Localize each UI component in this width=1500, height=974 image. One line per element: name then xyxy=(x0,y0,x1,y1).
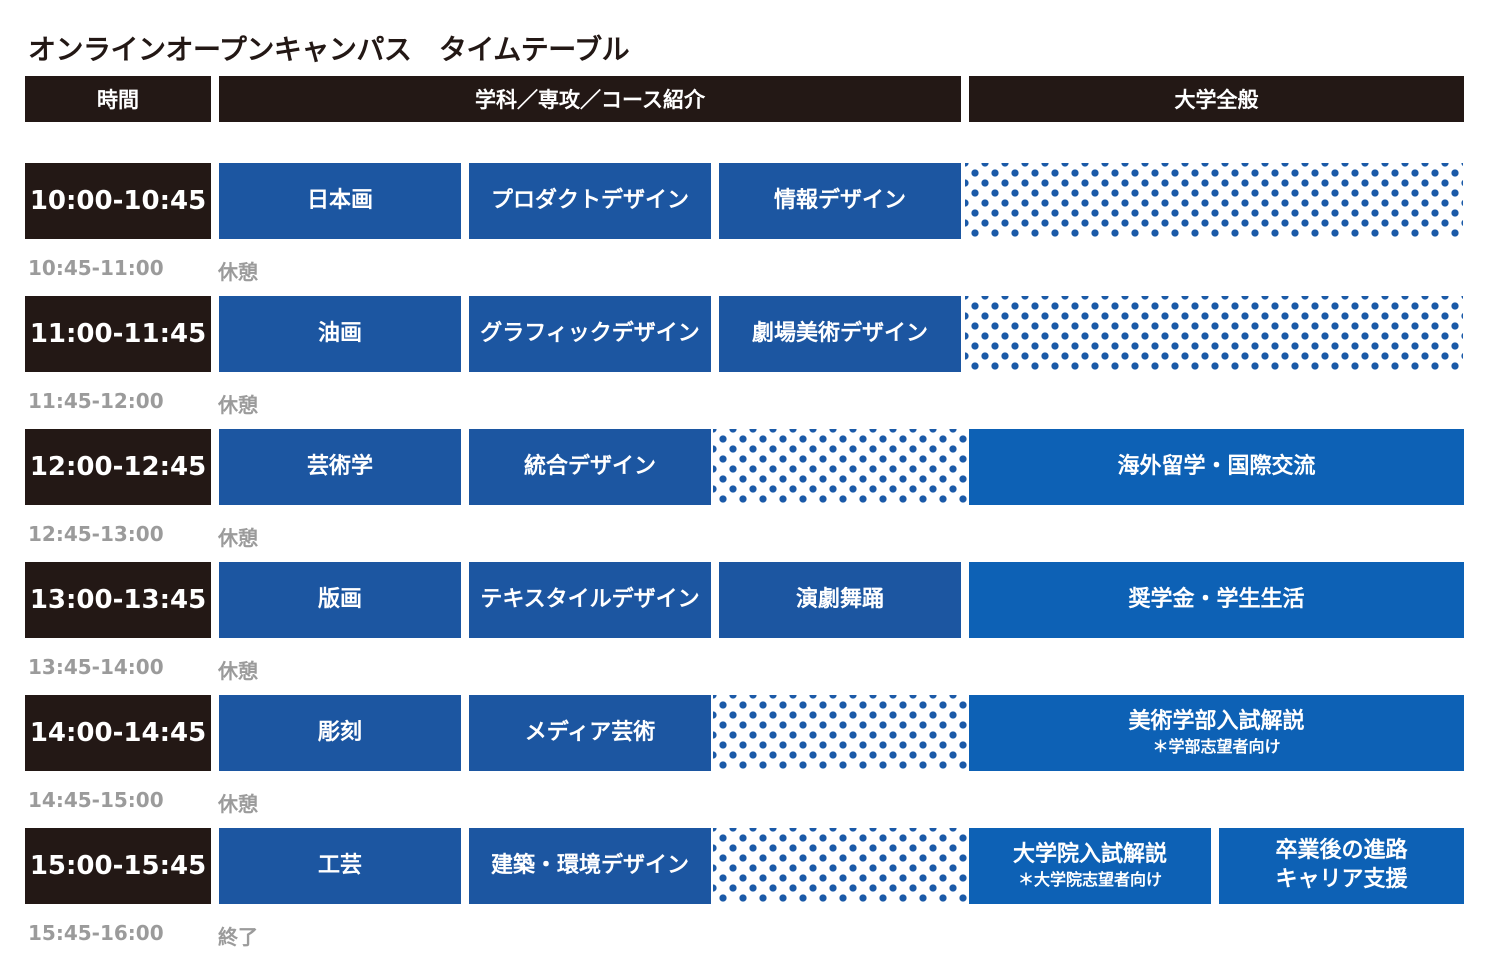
empty-dotted-cell xyxy=(713,828,967,904)
session-cell[interactable]: グラフィックデザイン xyxy=(469,296,711,372)
break-time: 11:45-12:00 xyxy=(28,389,164,413)
session-label: 演劇舞踊 xyxy=(795,586,884,612)
page-title: オンラインオープンキャンパス タイムテーブル xyxy=(28,33,630,66)
break-label: 休憩 xyxy=(218,792,258,816)
end-label: 終了 xyxy=(218,925,258,949)
session-cell[interactable]: 統合デザイン xyxy=(469,429,711,505)
session-label: 奨学金・学生生活 xyxy=(1128,586,1305,612)
session-label: キャリア支援 xyxy=(1275,867,1408,892)
session-cell[interactable]: 油画 xyxy=(219,296,461,372)
session-label: グラフィックデザイン xyxy=(480,320,700,346)
session-cell[interactable]: テキスタイルデザイン xyxy=(469,562,711,638)
break-time: 14:45-15:00 xyxy=(28,788,164,812)
time-slot: 11:00-11:45 xyxy=(25,296,211,372)
session-label: 美術学部入試解説 xyxy=(1128,709,1305,735)
session-cell[interactable]: 日本画 xyxy=(219,163,461,239)
general-session-cell[interactable]: 奨学金・学生生活 xyxy=(969,562,1464,638)
empty-dotted-cell xyxy=(965,296,1463,372)
session-label: 海外留学・国際交流 xyxy=(1117,453,1316,479)
general-session-cell[interactable]: 美術学部入試解説 ＊学部志望者向け xyxy=(969,695,1464,771)
empty-dotted-cell xyxy=(965,163,1463,239)
time-slot: 13:00-13:45 xyxy=(25,562,211,638)
session-label: 劇場美術デザイン xyxy=(751,320,928,346)
session-cell[interactable]: 工芸 xyxy=(219,828,461,904)
empty-dotted-cell xyxy=(713,695,967,771)
time-slot: 14:00-14:45 xyxy=(25,695,211,771)
session-label: 版画 xyxy=(317,586,362,612)
session-label: テキスタイルデザイン xyxy=(480,586,700,612)
session-label: 統合デザイン xyxy=(523,453,656,479)
break-label: 休憩 xyxy=(218,526,258,550)
general-session-cell[interactable]: 大学院入試解説 ＊大学院志望者向け xyxy=(969,828,1211,904)
session-label: 芸術学 xyxy=(306,453,373,479)
session-label: 彫刻 xyxy=(317,719,362,745)
break-time: 12:45-13:00 xyxy=(28,522,164,546)
session-cell[interactable]: 建築・環境デザイン xyxy=(469,828,711,904)
session-note: ＊大学院志望者向け xyxy=(1017,869,1162,889)
session-cell[interactable]: 情報デザイン xyxy=(719,163,961,239)
session-label: 油画 xyxy=(317,320,362,346)
time-slot: 10:00-10:45 xyxy=(25,163,211,239)
general-session-cell[interactable]: 卒業後の進路 キャリア支援 xyxy=(1219,828,1464,904)
header-general: 大学全般 xyxy=(969,76,1464,122)
session-cell[interactable]: 劇場美術デザイン xyxy=(719,296,961,372)
session-note: ＊学部志望者向け xyxy=(1152,736,1281,756)
session-label: 工芸 xyxy=(317,852,362,878)
session-label: 情報デザイン xyxy=(773,187,906,213)
general-session-cell[interactable]: 海外留学・国際交流 xyxy=(969,429,1464,505)
session-label: 卒業後の進路 xyxy=(1275,838,1408,864)
break-time: 13:45-14:00 xyxy=(28,655,164,679)
session-label: 日本画 xyxy=(306,187,373,213)
header-time: 時間 xyxy=(25,76,211,122)
session-cell[interactable]: メディア芸術 xyxy=(469,695,711,771)
time-slot: 12:00-12:45 xyxy=(25,429,211,505)
session-cell[interactable]: 演劇舞踊 xyxy=(719,562,961,638)
break-time: 15:45-16:00 xyxy=(28,921,164,945)
session-label: 建築・環境デザイン xyxy=(490,852,689,878)
break-label: 休憩 xyxy=(218,393,258,417)
empty-dotted-cell xyxy=(713,429,967,505)
session-label: メディア芸術 xyxy=(524,719,656,745)
session-cell[interactable]: 版画 xyxy=(219,562,461,638)
break-time: 10:45-11:00 xyxy=(28,256,164,280)
session-cell[interactable]: プロダクトデザイン xyxy=(469,163,711,239)
time-slot: 15:00-15:45 xyxy=(25,828,211,904)
session-label: プロダクトデザイン xyxy=(490,187,689,213)
session-cell[interactable]: 芸術学 xyxy=(219,429,461,505)
session-cell[interactable]: 彫刻 xyxy=(219,695,461,771)
break-label: 休憩 xyxy=(218,659,258,683)
session-label: 大学院入試解説 xyxy=(1012,842,1167,868)
header-department: 学科／専攻／コース紹介 xyxy=(219,76,961,122)
break-label: 休憩 xyxy=(218,260,258,284)
